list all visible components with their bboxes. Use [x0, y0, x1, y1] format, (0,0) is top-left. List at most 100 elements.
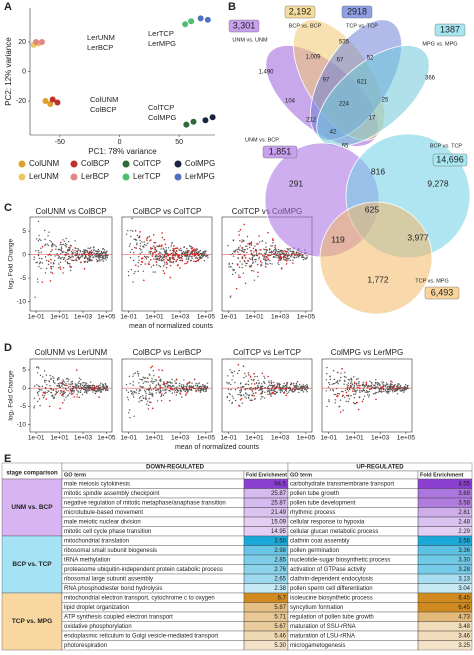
ma-point: [349, 382, 352, 384]
ma-point: [90, 388, 92, 390]
ma-point: [65, 396, 67, 398]
ma-point: [133, 246, 136, 249]
ma-point: [61, 385, 63, 387]
ma-point: [325, 390, 327, 392]
ma-point: [257, 275, 259, 278]
point: [197, 15, 204, 22]
ma-point: [295, 256, 298, 258]
ma-point-significant: [59, 268, 62, 270]
ma-point-significant: [296, 381, 299, 383]
ma-point: [250, 258, 252, 261]
ma-point: [38, 385, 41, 388]
ma-point: [76, 393, 78, 395]
ma-point: [151, 247, 154, 250]
ma-point-significant: [151, 365, 154, 368]
ma-point: [161, 257, 164, 259]
table-cell: [61, 470, 245, 480]
ma-point: [241, 263, 243, 265]
ma-point: [198, 251, 200, 253]
ma-point: [230, 295, 232, 297]
x-tick-label: 1e-01: [120, 435, 137, 442]
ma-point-significant: [70, 389, 73, 392]
ma-point: [402, 391, 405, 393]
ma-point: [374, 381, 377, 384]
ma-point: [195, 251, 198, 254]
ma-point: [164, 386, 166, 388]
ma-point: [136, 242, 138, 244]
plot-frame: [221, 358, 313, 433]
go-term: cellular glucan metabolic process: [290, 529, 378, 535]
ma-point-significant: [336, 380, 339, 382]
ma-point: [367, 396, 370, 398]
ma-point: [186, 385, 188, 388]
ma-point: [387, 385, 389, 388]
go-term: ribosomal large subunit assembly: [64, 576, 153, 582]
ma-point: [69, 392, 71, 394]
go-term: male meiotic nuclear division: [64, 519, 141, 525]
ma-point: [47, 244, 50, 247]
ma-point: [76, 256, 78, 259]
ma-point: [376, 382, 379, 384]
ma-point: [140, 396, 142, 398]
ma-point: [80, 255, 82, 257]
ma-point-significant: [164, 243, 167, 245]
fold-enrichment: 5.71: [274, 614, 286, 620]
ma-point-significant: [41, 245, 44, 248]
ma-point: [241, 256, 243, 258]
ma-point-significant: [139, 231, 141, 233]
go-term: pollen tube growth: [290, 491, 339, 497]
ma-point: [151, 392, 153, 394]
ma-point: [96, 255, 99, 257]
ma-point: [232, 252, 234, 255]
ma-point: [245, 245, 247, 248]
ma-point: [257, 379, 259, 382]
ma-point: [128, 409, 131, 411]
ma-point: [277, 257, 279, 259]
ma-point: [305, 386, 308, 388]
ma-point: [141, 241, 143, 243]
ma-point: [395, 385, 398, 387]
ma-point: [353, 384, 356, 387]
ma-point: [159, 255, 162, 257]
fold-enrichment: 6.45: [458, 605, 470, 611]
ma-point: [250, 244, 253, 247]
ma-point: [145, 398, 147, 401]
ma-point: [347, 378, 349, 381]
ma-point: [332, 383, 335, 385]
ma-point: [344, 371, 346, 374]
ma-point: [172, 247, 174, 250]
ma-point: [135, 392, 137, 394]
ma-point: [388, 385, 390, 387]
enrichment-cell: [417, 640, 473, 651]
ma-point: [34, 296, 36, 298]
ma-point-significant: [276, 385, 279, 388]
ma-point: [137, 375, 140, 377]
ma-point: [105, 251, 107, 254]
fold-enrichment: 3.30: [458, 557, 470, 563]
ma-point: [283, 258, 285, 260]
ma-point: [166, 381, 169, 384]
ma-point: [269, 259, 271, 262]
ma-point: [232, 239, 235, 242]
y-tick-label: 0: [22, 68, 26, 75]
table-cell: [1, 535, 63, 594]
ma-point: [228, 399, 231, 402]
ma-point: [245, 383, 248, 385]
ma-point: [381, 383, 384, 385]
ma-point-significant: [250, 265, 252, 268]
ma-point-significant: [196, 257, 199, 259]
ma-point: [38, 263, 41, 265]
ma-point: [165, 252, 168, 255]
ma-point: [228, 382, 230, 384]
ma-point: [43, 395, 46, 397]
ma-point: [44, 238, 46, 241]
ma-point: [132, 375, 134, 378]
ma-point: [84, 251, 86, 253]
ma-point: [347, 382, 350, 384]
ma-point: [134, 391, 136, 394]
ma-point: [292, 383, 295, 385]
ma-point: [362, 389, 365, 392]
ma-point: [407, 384, 409, 387]
ma-point: [253, 279, 256, 281]
ma-point: [268, 251, 271, 254]
